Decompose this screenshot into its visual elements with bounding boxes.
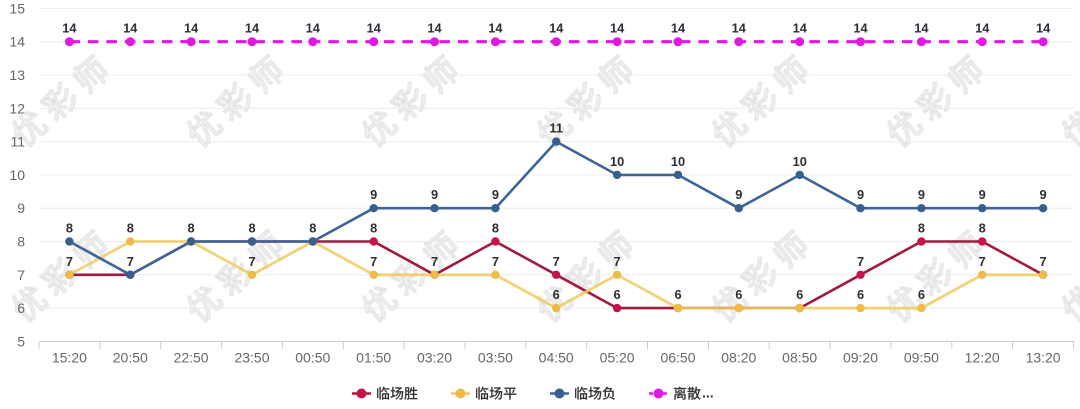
svg-text:22:50: 22:50 <box>174 349 209 365</box>
svg-text:7: 7 <box>492 254 499 269</box>
svg-text:01:50: 01:50 <box>356 349 391 365</box>
svg-text:7: 7 <box>248 254 255 269</box>
svg-text:23:50: 23:50 <box>234 349 269 365</box>
svg-text:6: 6 <box>17 300 25 316</box>
svg-text:14: 14 <box>549 21 564 36</box>
svg-text:7: 7 <box>979 254 986 269</box>
svg-text:8: 8 <box>127 221 134 236</box>
svg-text:10: 10 <box>793 154 807 169</box>
svg-text:20:50: 20:50 <box>113 349 148 365</box>
svg-text:8: 8 <box>370 221 377 236</box>
svg-text:7: 7 <box>553 254 560 269</box>
svg-text:14: 14 <box>62 21 77 36</box>
svg-text:14: 14 <box>123 21 138 36</box>
svg-text:7: 7 <box>66 254 73 269</box>
svg-text:9: 9 <box>370 187 377 202</box>
svg-text:00:50: 00:50 <box>295 349 330 365</box>
svg-text:15:20: 15:20 <box>52 349 87 365</box>
svg-text:6: 6 <box>918 287 925 302</box>
svg-text:9: 9 <box>979 187 986 202</box>
svg-text:8: 8 <box>309 221 316 236</box>
svg-text:8: 8 <box>492 221 499 236</box>
svg-text:14: 14 <box>671 21 686 36</box>
svg-text:7: 7 <box>614 254 621 269</box>
svg-text:14: 14 <box>610 21 625 36</box>
svg-text:6: 6 <box>674 287 681 302</box>
svg-text:14: 14 <box>184 21 199 36</box>
svg-text:11: 11 <box>549 121 563 136</box>
svg-text:14: 14 <box>488 21 503 36</box>
svg-text:14: 14 <box>427 21 442 36</box>
svg-text:03:50: 03:50 <box>478 349 513 365</box>
svg-text:14: 14 <box>367 21 382 36</box>
svg-text:10: 10 <box>9 167 25 183</box>
svg-text:04:50: 04:50 <box>539 349 574 365</box>
svg-text:7: 7 <box>857 254 864 269</box>
svg-text:8: 8 <box>918 221 925 236</box>
svg-text:13:20: 13:20 <box>1026 349 1061 365</box>
svg-text:7: 7 <box>127 254 134 269</box>
svg-text:03:20: 03:20 <box>417 349 452 365</box>
svg-text:6: 6 <box>553 287 560 302</box>
svg-text:5: 5 <box>17 333 25 349</box>
svg-text:8: 8 <box>248 221 255 236</box>
svg-text:9: 9 <box>735 187 742 202</box>
svg-text:14: 14 <box>975 21 990 36</box>
svg-text:08:20: 08:20 <box>721 349 756 365</box>
svg-text:14: 14 <box>914 21 929 36</box>
svg-text:7: 7 <box>370 254 377 269</box>
svg-text:6: 6 <box>796 287 803 302</box>
svg-text:9: 9 <box>1040 187 1047 202</box>
svg-text:08:50: 08:50 <box>782 349 817 365</box>
svg-text:10: 10 <box>610 154 624 169</box>
svg-text:6: 6 <box>857 287 864 302</box>
svg-text:14: 14 <box>853 21 868 36</box>
svg-text:12:20: 12:20 <box>965 349 1000 365</box>
svg-text:14: 14 <box>245 21 260 36</box>
svg-text:8: 8 <box>979 221 986 236</box>
svg-text:14: 14 <box>732 21 747 36</box>
svg-text:8: 8 <box>66 221 73 236</box>
svg-text:6: 6 <box>735 287 742 302</box>
svg-text:09:20: 09:20 <box>843 349 878 365</box>
svg-text:15: 15 <box>9 0 25 16</box>
svg-text:9: 9 <box>492 187 499 202</box>
svg-text:09:50: 09:50 <box>904 349 939 365</box>
svg-text:14: 14 <box>306 21 321 36</box>
svg-text:06:50: 06:50 <box>660 349 695 365</box>
svg-text:8: 8 <box>17 234 25 250</box>
svg-text:9: 9 <box>857 187 864 202</box>
svg-text:8: 8 <box>188 221 195 236</box>
svg-text:05:20: 05:20 <box>600 349 635 365</box>
svg-text:14: 14 <box>1036 21 1051 36</box>
svg-text:7: 7 <box>17 267 25 283</box>
svg-text:10: 10 <box>671 154 685 169</box>
svg-text:7: 7 <box>1040 254 1047 269</box>
svg-text:9: 9 <box>431 187 438 202</box>
svg-text:12: 12 <box>9 100 25 116</box>
svg-text:7: 7 <box>431 254 438 269</box>
svg-text:6: 6 <box>614 287 621 302</box>
svg-text:14: 14 <box>793 21 808 36</box>
svg-text:9: 9 <box>918 187 925 202</box>
svg-text:13: 13 <box>9 67 25 83</box>
svg-text:14: 14 <box>9 34 25 50</box>
svg-text:...: ... <box>702 385 714 401</box>
svg-text:9: 9 <box>17 200 25 216</box>
svg-text:11: 11 <box>10 134 25 150</box>
